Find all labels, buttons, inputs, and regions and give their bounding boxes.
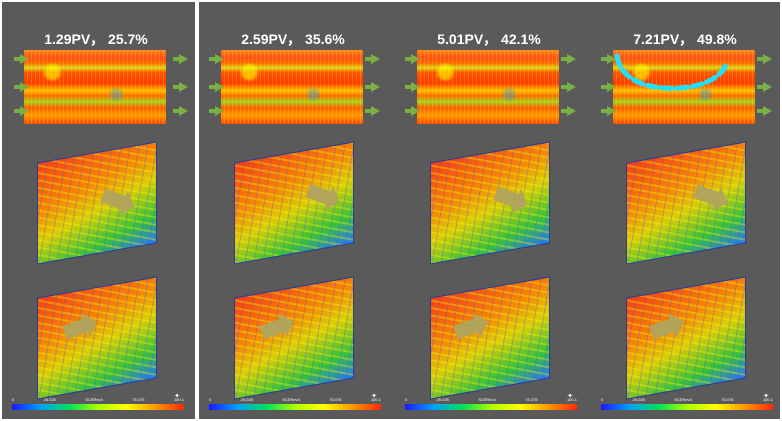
colorbar-ticks: 0 25.025 SCERev4 75.075 100.1 bbox=[209, 397, 381, 403]
flow-arrow-icon bbox=[757, 82, 772, 92]
logo-icon: ✦ bbox=[763, 393, 769, 400]
flow-arrow-icon bbox=[14, 106, 29, 116]
colorbar-label: SCERev4 bbox=[282, 397, 300, 402]
column-1: 1.29PV， 25.7% 0 25.025 SCERev4 75.075 10… bbox=[2, 2, 190, 419]
flow-arrow-icon bbox=[365, 82, 380, 92]
panel-title: 2.59PV， 35.6% bbox=[241, 31, 345, 47]
panel-title: 5.01PV， 42.1% bbox=[437, 31, 541, 47]
3d-view-top bbox=[430, 141, 550, 265]
3d-view-bottom bbox=[234, 276, 354, 400]
tick-label: 75.075 bbox=[525, 397, 538, 402]
flow-arrow-icon bbox=[209, 82, 224, 92]
tick-label: 100.1 bbox=[762, 397, 773, 402]
flow-arrow-icon bbox=[601, 106, 616, 116]
colorbar bbox=[405, 404, 577, 410]
saturation-map bbox=[24, 50, 166, 124]
panel-group: 2.59PV， 35.6% 0 25.025 SCERev4 75.075 10… bbox=[199, 2, 780, 419]
colorbar-label: SCERev4 bbox=[674, 397, 692, 402]
logo-icon: ✦ bbox=[371, 393, 377, 400]
flow-arrow-icon bbox=[561, 82, 576, 92]
flow-arrow-icon bbox=[365, 106, 380, 116]
flow-arrow-icon bbox=[405, 54, 420, 64]
colorbar bbox=[12, 404, 184, 410]
flow-arrow-icon bbox=[405, 82, 420, 92]
tick-label: 100.1 bbox=[370, 397, 381, 402]
column-4: 7.21PV， 49.8% 0 25.025 SCERev4 75.075 10… bbox=[591, 2, 779, 419]
tick-label: 0 bbox=[12, 397, 15, 402]
flow-arrow-icon bbox=[209, 106, 224, 116]
colorbar-label: SCERev4 bbox=[478, 397, 496, 402]
3d-view-bottom bbox=[626, 276, 746, 400]
tick-label: 0 bbox=[601, 397, 604, 402]
tick-label: 100.1 bbox=[566, 397, 577, 402]
flow-arrow-icon bbox=[601, 54, 616, 64]
tick-label: 75.075 bbox=[132, 397, 145, 402]
tick-label: 100.1 bbox=[173, 397, 184, 402]
3d-view-bottom bbox=[37, 276, 157, 400]
colorbar bbox=[209, 404, 381, 410]
flow-arrow-icon bbox=[561, 54, 576, 64]
flow-arrow-icon bbox=[601, 82, 616, 92]
logo-icon: ✦ bbox=[567, 393, 573, 400]
flow-arrow-icon bbox=[173, 82, 188, 92]
colorbar-ticks: 0 25.025 SCERev4 75.075 100.1 bbox=[12, 397, 184, 403]
colorbar-label: SCERev4 bbox=[85, 397, 103, 402]
flow-arrow-icon bbox=[14, 82, 29, 92]
panel-title: 7.21PV， 49.8% bbox=[633, 31, 737, 47]
tick-label: 25.025 bbox=[43, 397, 56, 402]
tick-label: 0 bbox=[209, 397, 212, 402]
tick-label: 25.025 bbox=[240, 397, 253, 402]
flow-arrow-icon bbox=[365, 54, 380, 64]
flow-arrow-icon bbox=[173, 54, 188, 64]
flow-arrow-icon bbox=[14, 54, 29, 64]
saturation-map bbox=[417, 50, 559, 124]
column-2: 2.59PV， 35.6% 0 25.025 SCERev4 75.075 10… bbox=[199, 2, 387, 419]
panel-1: 1.29PV， 25.7% 0 25.025 SCERev4 75.075 10… bbox=[2, 2, 195, 419]
colorbar-ticks: 0 25.025 SCERev4 75.075 100.1 bbox=[405, 397, 577, 403]
highlight-region-outline bbox=[614, 53, 730, 91]
column-3: 5.01PV， 42.1% 0 25.025 SCERev4 75.075 10… bbox=[395, 2, 583, 419]
tick-label: 25.025 bbox=[632, 397, 645, 402]
tick-label: 75.075 bbox=[329, 397, 342, 402]
tick-label: 75.075 bbox=[721, 397, 734, 402]
saturation-map bbox=[221, 50, 363, 124]
3d-view-bottom bbox=[430, 276, 550, 400]
flow-arrow-icon bbox=[757, 106, 772, 116]
tick-label: 0 bbox=[405, 397, 408, 402]
flow-arrow-icon bbox=[173, 106, 188, 116]
flow-arrow-icon bbox=[561, 106, 576, 116]
colorbar-ticks: 0 25.025 SCERev4 75.075 100.1 bbox=[601, 397, 773, 403]
flow-arrow-icon bbox=[209, 54, 224, 64]
panel-title: 1.29PV， 25.7% bbox=[44, 31, 148, 47]
flow-arrow-icon bbox=[757, 54, 772, 64]
3d-view-top bbox=[37, 141, 157, 265]
logo-icon: ✦ bbox=[174, 393, 180, 400]
tick-label: 25.025 bbox=[436, 397, 449, 402]
colorbar bbox=[601, 404, 773, 410]
flow-arrow-icon bbox=[405, 106, 420, 116]
3d-view-top bbox=[626, 141, 746, 265]
